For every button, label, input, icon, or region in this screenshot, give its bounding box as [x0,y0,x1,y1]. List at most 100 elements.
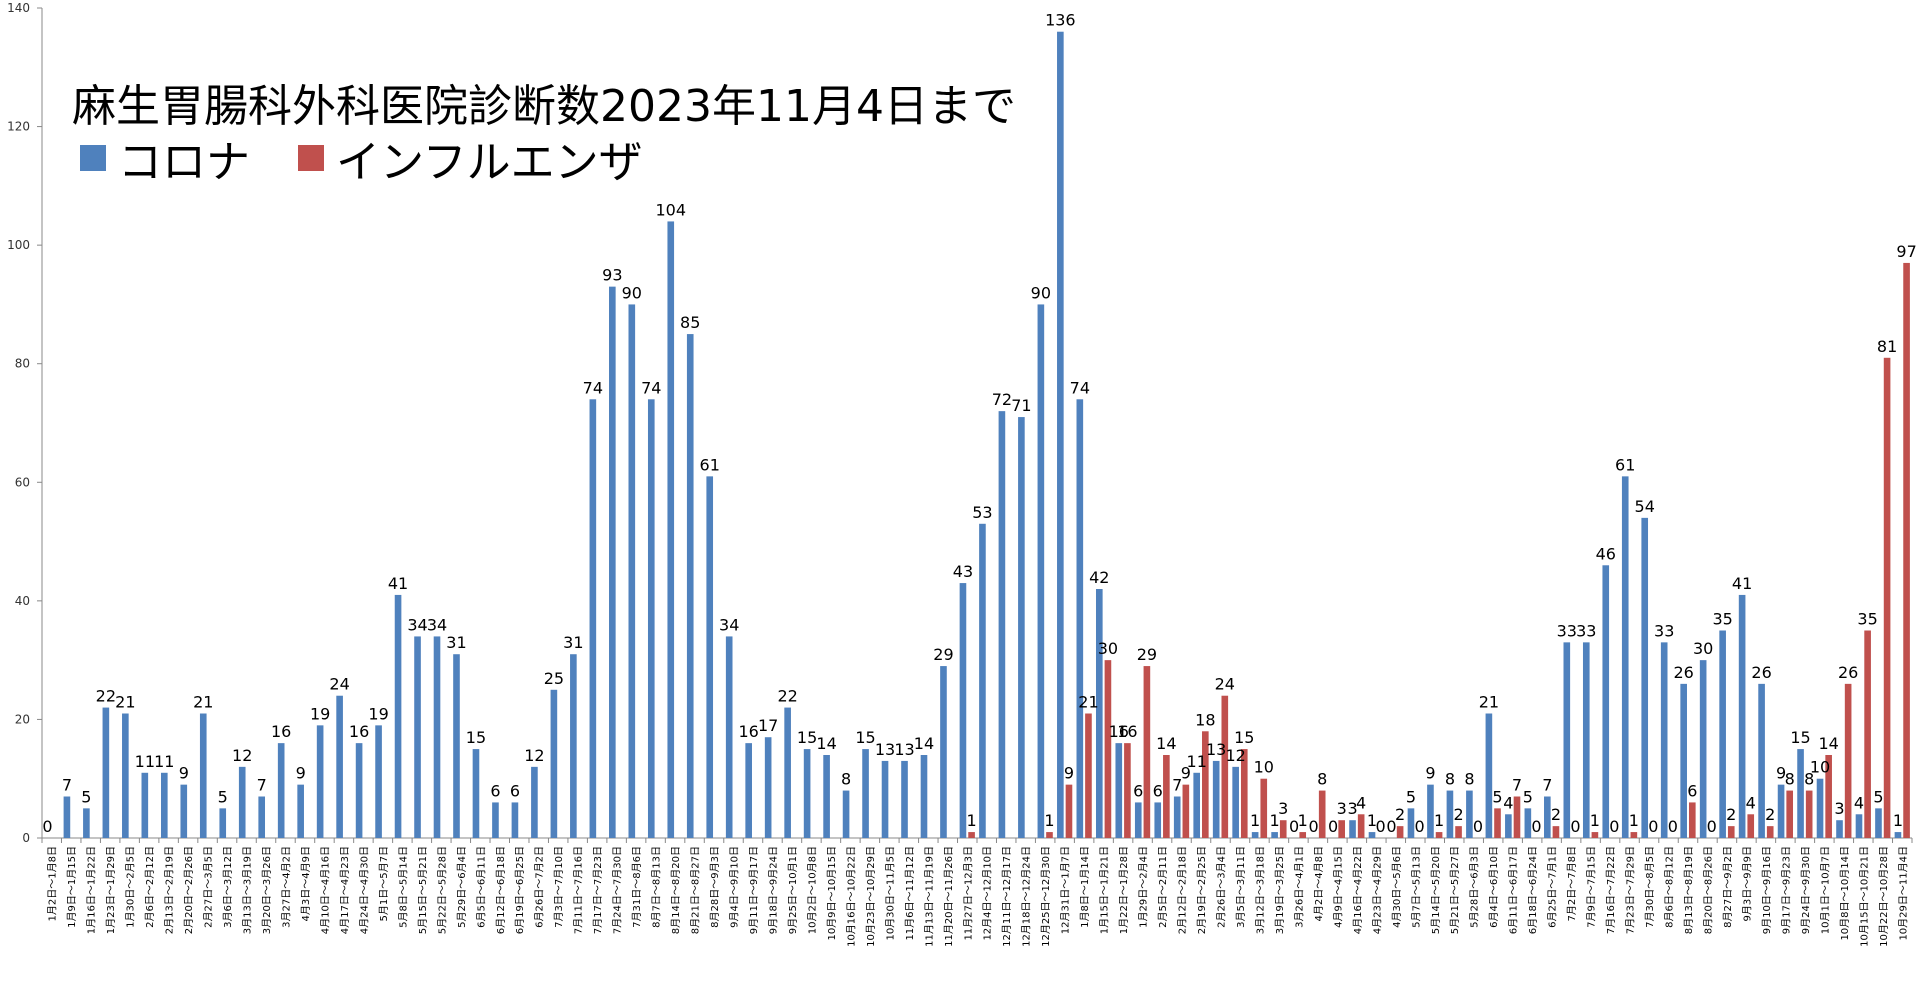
x-tick-label: 9月3日〜9月9日 [1741,846,1753,921]
data-label-covid: 9 [296,764,306,783]
bar-covid [414,636,421,838]
bar-influenza [1591,832,1599,838]
bar-influenza [1163,755,1170,838]
bar-covid [1154,802,1162,838]
x-tick-label: 10月16日〜10月22日 [845,846,857,947]
data-label-influenza: 10 [1254,758,1274,777]
x-tick-label: 4月9日〜4月15日 [1332,846,1344,928]
bar-covid [1738,594,1746,838]
bar-influenza [1825,755,1832,838]
bar-influenza [1240,749,1248,838]
data-label-covid: 42 [1089,568,1109,587]
x-tick-label: 1月29日〜2月4日 [1138,846,1150,928]
bar-covid [998,411,1006,838]
chart-bars [63,31,1910,839]
y-tick-label: 40 [15,594,30,608]
data-label-covid: 31 [446,633,466,652]
data-label-influenza: 0 [1473,817,1483,836]
bar-influenza [1124,743,1131,838]
x-tick-label: 8月21日〜8月27日 [690,846,702,934]
x-tick-label: 4月24日〜4月30日 [358,846,370,934]
bar-influenza [1143,666,1151,838]
x-tick-label: 5月28日〜6月3日 [1469,846,1481,928]
data-label-covid: 5 [81,787,91,806]
bar-covid [647,399,655,838]
data-label-covid: 30 [1693,639,1713,658]
data-label-covid: 21 [115,693,135,712]
legend-item-covid: コロナ [80,126,250,190]
x-tick-label: 1月8日〜1月14日 [1079,846,1091,928]
bar-covid [842,790,850,838]
x-tick-label: 7月23日〜7月29日 [1625,846,1637,934]
bar-covid [803,749,811,838]
bar-influenza [968,832,975,838]
bar-covid [1894,832,1902,838]
bar-covid [297,784,304,838]
x-tick-label: 6月12日〜6月18日 [495,846,507,934]
data-label-influenza: 0 [1609,817,1619,836]
legend-label-influenza: インフルエンザ [336,137,643,188]
x-tick-label: 3月6日〜3月12日 [222,846,234,928]
x-tick-label: 1月16日〜1月22日 [86,846,98,934]
bar-covid [1212,760,1220,838]
bar-covid [1271,832,1278,838]
x-tick-label: 2月5日〜2月11日 [1157,846,1169,928]
x-tick-label: 3月19日〜3月25日 [1274,846,1286,934]
bar-influenza [1883,357,1891,838]
data-label-covid: 41 [1732,574,1752,593]
data-label-covid: 1 [1367,811,1377,830]
bar-covid [1855,814,1863,838]
x-tick-label: 10月30日〜11月5日 [884,846,896,941]
x-tick-label: 7月2日〜7月8日 [1566,846,1578,921]
bar-covid [1875,808,1882,838]
x-tick-label: 10月15日〜10月21日 [1858,846,1870,947]
bar-influenza [1844,683,1852,838]
data-label-influenza: 97 [1896,242,1916,261]
bar-covid [1699,660,1707,838]
data-label-covid: 12 [1225,746,1245,765]
data-label-covid: 16 [349,722,369,741]
data-label-covid: 0 [1308,817,1318,836]
x-tick-label: 9月24日〜9月30日 [1800,846,1812,934]
legend-item-influenza: インフルエンザ [298,126,643,190]
x-tick-label: 9月4日〜9月10日 [729,846,741,928]
data-label-influenza: 2 [1551,805,1561,824]
bar-covid [63,796,71,838]
data-label-covid: 17 [758,716,778,735]
x-tick-label: 8月28日〜9月3日 [709,846,721,928]
bar-covid [1602,565,1610,838]
x-tick-label: 7月31日〜8月6日 [631,846,643,928]
x-tick-label: 11月20日〜11月26日 [943,846,955,947]
data-label-covid: 4 [1854,793,1864,812]
data-label-influenza: 2 [1395,805,1405,824]
bar-covid [1485,713,1493,838]
bar-influenza [1688,802,1696,838]
bar-covid [1095,589,1103,838]
bar-influenza [1455,826,1462,838]
x-tick-label: 5月8日〜5月14日 [397,846,409,928]
x-tick-label: 8月14日〜8月20日 [670,846,682,934]
data-label-covid: 15 [797,728,817,747]
data-label-covid: 33 [1557,621,1577,640]
data-label-influenza: 26 [1838,663,1858,682]
x-tick-label: 4月30日〜5月6日 [1391,846,1403,928]
data-label-covid: 43 [953,562,973,581]
chart-x-labels: 1月2日〜1月8日 1月9日〜1月15日 1月16日〜1月22日 1月23日〜1月29… [47,846,1910,947]
bar-covid [453,654,460,838]
x-tick-label: 4月3日〜4月9日 [300,846,312,921]
data-label-covid: 13 [894,740,914,759]
bar-covid [1563,642,1571,838]
data-label-covid: 93 [602,266,622,285]
data-label-covid: 31 [563,633,583,652]
bar-influenza [1299,832,1307,838]
data-label-covid: 8 [1464,770,1474,789]
bar-influenza [1786,790,1794,838]
x-tick-label: 9月17日〜9月23日 [1780,846,1792,934]
x-tick-label: 2月12日〜2月18日 [1177,846,1189,934]
bar-covid [1427,784,1434,838]
x-tick-label: 1月2日〜1月8日 [47,846,59,921]
bar-covid [1251,832,1259,838]
